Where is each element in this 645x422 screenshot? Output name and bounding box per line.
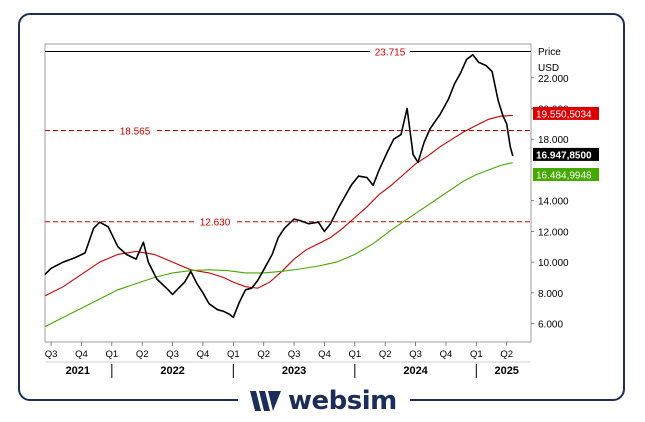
y-tick-label-2: 18.000 [538,135,569,146]
x-tick-label-12: Q3 [409,349,422,360]
x-tick-label-0: Q3 [45,349,58,360]
x-tick-label-15: Q2 [500,349,513,360]
x-tick-label-6: Q1 [227,349,240,360]
value-tag-label-0: 19.550,5034 [536,109,592,120]
y-tick-label-3: 14.000 [538,197,569,208]
level-label-1: 18.565 [120,127,151,138]
year-label-2: 2023 [282,365,306,377]
x-tick-label-14: Q1 [470,349,483,360]
y-tick-label-5: 10.000 [538,258,569,269]
plot-area [44,43,532,343]
x-tick-label-9: Q4 [318,349,331,360]
year-label-3: 2024 [403,365,428,377]
value-tag-label-1: 16.947,8500 [536,150,592,161]
value-tag-bg-0 [533,106,599,120]
level-label-bg-2 [195,215,235,228]
y-tick-label-7: 6.000 [538,320,563,331]
ma-red-line [44,114,513,297]
x-tick-label-10: Q1 [348,349,361,360]
currency-label: USD [538,63,559,74]
x-tick-label-8: Q3 [288,349,301,360]
ma-green-line [44,162,513,328]
price-axis-title: Price [538,47,561,58]
price-line [44,53,514,319]
websim-logo: websim [248,386,397,416]
x-tick-label-13: Q4 [440,349,453,360]
x-tick-label-11: Q2 [379,349,392,360]
level-label-2: 12.630 [200,218,231,229]
value-tag-label-2: 16.484,9948 [536,171,592,182]
value-tag-bg-1 [533,147,599,161]
websim-mark-icon [250,391,281,411]
x-tick-label-7: Q2 [257,349,270,360]
y-tick-label-0: 22.000 [538,74,569,85]
year-label-4: 2025 [494,365,518,377]
level-label-bg-0 [370,45,410,58]
x-tick-label-4: Q3 [166,349,179,360]
year-label-1: 2022 [160,365,184,377]
y-tick-label-4: 12.000 [538,227,569,238]
x-tick-label-3: Q2 [136,349,149,360]
x-tick-label-1: Q4 [75,349,88,360]
y-tick-label-6: 8.000 [538,289,563,300]
level-label-bg-1 [115,124,155,137]
x-tick-label-2: Q1 [105,349,118,360]
value-tag-bg-2 [533,168,599,182]
x-tick-label-5: Q4 [197,349,210,360]
brand-name: websim [288,386,397,416]
year-label-0: 2021 [66,365,90,377]
level-label-0: 23.715 [375,47,406,58]
